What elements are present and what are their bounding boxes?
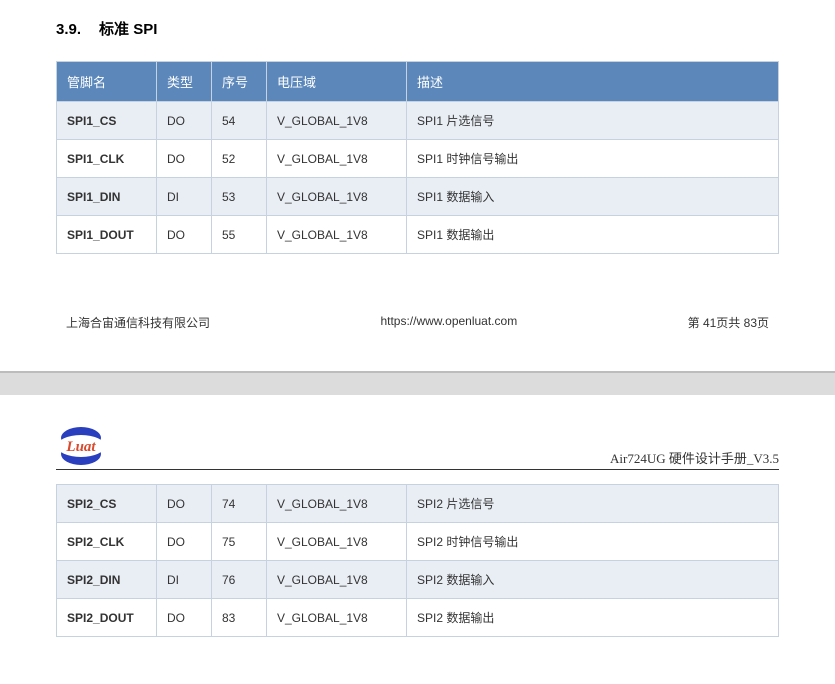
cell-type: DO <box>157 102 212 140</box>
document-title: Air724UG 硬件设计手册_V3.5 <box>610 448 779 467</box>
cell-pin: SPI2_DOUT <box>57 599 157 637</box>
cell-desc: SPI2 时钟信号输出 <box>407 523 779 561</box>
cell-type: DI <box>157 178 212 216</box>
spi1-table: 管脚名 类型 序号 电压域 描述 SPI1_CS DO 54 V_GLOBAL_… <box>56 61 779 254</box>
cell-type: DI <box>157 561 212 599</box>
section-number: 3.9. <box>56 21 81 38</box>
cell-volt: V_GLOBAL_1V8 <box>267 561 407 599</box>
cell-num: 76 <box>212 561 267 599</box>
cell-type: DO <box>157 523 212 561</box>
cell-volt: V_GLOBAL_1V8 <box>267 140 407 178</box>
page-separator <box>0 371 835 395</box>
cell-pin: SPI2_CS <box>57 485 157 523</box>
cell-pin: SPI2_DIN <box>57 561 157 599</box>
th-num: 序号 <box>212 62 267 102</box>
table-row: SPI1_DIN DI 53 V_GLOBAL_1V8 SPI1 数据输入 <box>57 178 779 216</box>
cell-volt: V_GLOBAL_1V8 <box>267 102 407 140</box>
cell-num: 55 <box>212 216 267 254</box>
th-pin: 管脚名 <box>57 62 157 102</box>
page-footer: 上海合宙通信科技有限公司 https://www.openluat.com 第 … <box>56 314 779 341</box>
cell-pin: SPI1_DIN <box>57 178 157 216</box>
cell-desc: SPI1 数据输入 <box>407 178 779 216</box>
cell-num: 54 <box>212 102 267 140</box>
table-row: SPI1_CS DO 54 V_GLOBAL_1V8 SPI1 片选信号 <box>57 102 779 140</box>
luat-logo-icon: Luat <box>56 425 106 467</box>
cell-pin: SPI2_CLK <box>57 523 157 561</box>
table-row: SPI2_CLK DO 75 V_GLOBAL_1V8 SPI2 时钟信号输出 <box>57 523 779 561</box>
cell-type: DO <box>157 140 212 178</box>
cell-pin: SPI1_CLK <box>57 140 157 178</box>
cell-volt: V_GLOBAL_1V8 <box>267 599 407 637</box>
cell-desc: SPI2 数据输入 <box>407 561 779 599</box>
table-row: SPI1_DOUT DO 55 V_GLOBAL_1V8 SPI1 数据输出 <box>57 216 779 254</box>
th-desc: 描述 <box>407 62 779 102</box>
section-title-text: 标准 SPI <box>99 21 157 38</box>
spi2-table: SPI2_CS DO 74 V_GLOBAL_1V8 SPI2 片选信号 SPI… <box>56 484 779 637</box>
cell-num: 83 <box>212 599 267 637</box>
cell-type: DO <box>157 216 212 254</box>
footer-company: 上海合宙通信科技有限公司 <box>66 314 210 331</box>
th-type: 类型 <box>157 62 212 102</box>
table-row: SPI1_CLK DO 52 V_GLOBAL_1V8 SPI1 时钟信号输出 <box>57 140 779 178</box>
cell-type: DO <box>157 485 212 523</box>
cell-desc: SPI2 片选信号 <box>407 485 779 523</box>
section-heading: 3.9. 标准 SPI <box>56 18 779 39</box>
cell-type: DO <box>157 599 212 637</box>
cell-desc: SPI1 数据输出 <box>407 216 779 254</box>
cell-volt: V_GLOBAL_1V8 <box>267 523 407 561</box>
cell-num: 74 <box>212 485 267 523</box>
cell-volt: V_GLOBAL_1V8 <box>267 216 407 254</box>
th-volt: 电压域 <box>267 62 407 102</box>
page-header: Luat Air724UG 硬件设计手册_V3.5 <box>56 425 779 470</box>
page-1: 3.9. 标准 SPI 管脚名 类型 序号 电压域 描述 SPI1_CS DO 5… <box>0 0 835 371</box>
cell-pin: SPI1_CS <box>57 102 157 140</box>
cell-volt: V_GLOBAL_1V8 <box>267 178 407 216</box>
page-2: Luat Air724UG 硬件设计手册_V3.5 SPI2_CS DO 74 … <box>0 395 835 661</box>
cell-num: 52 <box>212 140 267 178</box>
footer-page: 第 41页共 83页 <box>688 314 769 331</box>
table-row: SPI2_DOUT DO 83 V_GLOBAL_1V8 SPI2 数据输出 <box>57 599 779 637</box>
cell-volt: V_GLOBAL_1V8 <box>267 485 407 523</box>
cell-num: 75 <box>212 523 267 561</box>
cell-desc: SPI1 时钟信号输出 <box>407 140 779 178</box>
logo-text: Luat <box>65 439 96 455</box>
cell-num: 53 <box>212 178 267 216</box>
table-row: SPI2_DIN DI 76 V_GLOBAL_1V8 SPI2 数据输入 <box>57 561 779 599</box>
table-row: SPI2_CS DO 74 V_GLOBAL_1V8 SPI2 片选信号 <box>57 485 779 523</box>
cell-desc: SPI1 片选信号 <box>407 102 779 140</box>
cell-desc: SPI2 数据输出 <box>407 599 779 637</box>
cell-pin: SPI1_DOUT <box>57 216 157 254</box>
footer-url: https://www.openluat.com <box>380 314 517 331</box>
table-header-row: 管脚名 类型 序号 电压域 描述 <box>57 62 779 102</box>
